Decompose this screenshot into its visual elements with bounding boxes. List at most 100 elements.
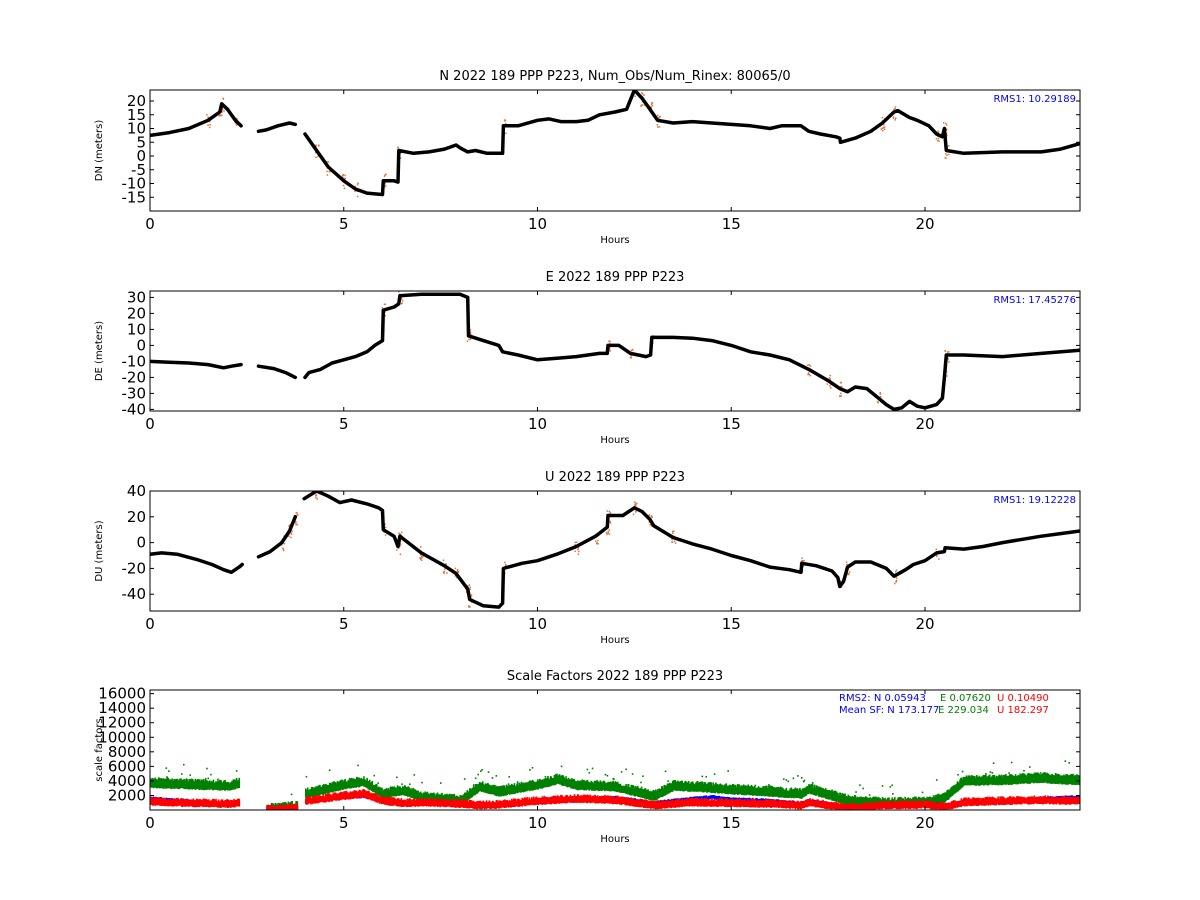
- outlier-point: [883, 123, 885, 126]
- outlier-point: [445, 563, 447, 565]
- outlier-point: [658, 117, 660, 119]
- outlier-point: [880, 128, 882, 130]
- outlier-point: [879, 395, 882, 398]
- outlier-point: [846, 563, 848, 566]
- outlier-point: [384, 523, 386, 525]
- outlier-point: [630, 357, 632, 359]
- outlier-point: [221, 111, 223, 113]
- y-tick-label: -10: [122, 175, 147, 193]
- axes-frame: [149, 689, 1081, 811]
- outlier-point: [469, 332, 472, 334]
- rms-annotation: RMS1: 17.45276: [993, 295, 1076, 306]
- outlier-point: [577, 547, 580, 549]
- outlier-point: [801, 557, 803, 559]
- scale-spike: [529, 769, 531, 771]
- outlier-point: [283, 542, 286, 545]
- outlier-point: [315, 496, 317, 499]
- outlier-point: [674, 542, 677, 544]
- outlier-point: [895, 569, 898, 571]
- y-tick-label: 0: [136, 534, 146, 552]
- outlier-point: [877, 401, 879, 404]
- x-tick-label: 20: [915, 814, 934, 832]
- outlier-point: [635, 502, 638, 505]
- scale-spike: [1028, 766, 1031, 768]
- outlier-point: [443, 568, 446, 570]
- scale-spike: [640, 786, 643, 789]
- x-tick-label: 15: [722, 615, 741, 633]
- outlier-point: [446, 572, 448, 574]
- scale-spike: [892, 793, 894, 795]
- x-tick-label: 20: [915, 215, 934, 233]
- scale-spike: [560, 765, 563, 768]
- outlier-point: [421, 555, 423, 558]
- axes-frame: [149, 89, 1081, 212]
- scale-spike: [474, 777, 477, 780]
- outlier-point: [399, 544, 402, 546]
- y-axis-label: DN (meters): [94, 120, 105, 182]
- outlier-point: [948, 145, 950, 147]
- outlier-point: [469, 338, 472, 340]
- outlier-point: [455, 576, 458, 579]
- outlier-point: [399, 157, 402, 159]
- outlier-point: [942, 121, 945, 124]
- outlier-point: [344, 177, 347, 180]
- outlier-point: [881, 129, 884, 132]
- outlier-point: [651, 102, 654, 104]
- outlier-point: [937, 131, 940, 134]
- outlier-point: [651, 516, 653, 518]
- outlier-point: [894, 107, 896, 110]
- outlier-point: [384, 303, 386, 306]
- outlier-point: [802, 560, 804, 562]
- scale-spike: [210, 773, 212, 776]
- outlier-point: [222, 97, 224, 100]
- x-tick-label: 0: [145, 415, 155, 433]
- outlier-point: [315, 494, 317, 496]
- y-axis-label: DE (meters): [94, 321, 105, 381]
- outlier-point: [937, 130, 939, 133]
- outlier-point: [847, 572, 849, 575]
- outlier-point: [641, 93, 644, 95]
- outlier-point: [938, 558, 940, 560]
- outlier-point: [945, 370, 948, 373]
- y-tick-label: 0: [136, 147, 146, 165]
- position-series-segment: [302, 491, 1080, 609]
- scale-spike: [508, 776, 511, 778]
- outlier-point: [609, 520, 611, 523]
- scale-bar: [296, 806, 299, 810]
- outlier-point: [809, 374, 811, 377]
- y-tick-label: 30: [127, 288, 146, 306]
- position-series-segment: [303, 292, 1080, 411]
- outlier-point: [935, 548, 938, 551]
- x-tick-label: 0: [145, 814, 155, 832]
- outlier-point: [384, 174, 386, 176]
- outlier-point: [630, 355, 633, 357]
- scale-spike: [408, 783, 411, 786]
- outlier-point: [326, 174, 329, 176]
- scale-spike: [1068, 762, 1070, 764]
- scale-spike: [989, 771, 992, 773]
- outlier-point: [807, 364, 809, 367]
- x-tick-label: 10: [528, 415, 547, 433]
- outlier-point: [936, 555, 938, 558]
- outlier-point: [641, 104, 644, 106]
- outlier-point: [672, 530, 675, 532]
- outlier-point: [289, 524, 291, 526]
- scale-spike: [377, 782, 379, 785]
- scale-spike: [782, 778, 785, 780]
- outlier-point: [826, 383, 829, 385]
- outlier-point: [946, 134, 948, 137]
- x-axis-label: Hours: [600, 235, 629, 246]
- scale-spike: [165, 767, 168, 769]
- outlier-point: [291, 530, 293, 532]
- rms-annotation: RMS1: 10.29189: [993, 94, 1076, 105]
- scale-spike: [727, 770, 729, 772]
- outlier-point: [634, 511, 637, 513]
- outlier-point: [342, 174, 344, 177]
- outlier-point: [629, 356, 632, 359]
- y-tick-label: -15: [122, 188, 147, 206]
- scale-spike: [713, 773, 716, 775]
- outlier-point: [469, 333, 472, 335]
- outlier-point: [847, 573, 849, 576]
- outlier-point: [208, 120, 211, 123]
